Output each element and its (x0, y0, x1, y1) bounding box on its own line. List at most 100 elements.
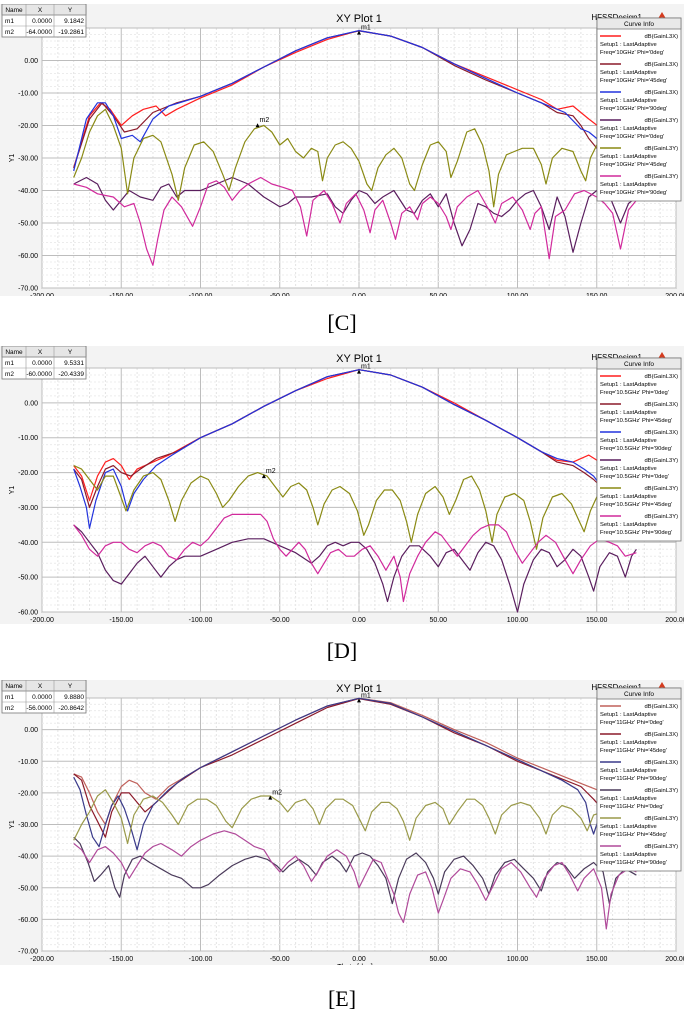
legend-label: Setup1 : LastAdaptive (600, 382, 657, 388)
x-tick-label: 0.00 (352, 617, 366, 624)
marker-table: Name X Ym1 0.0000 9.1842 m2 -64.0000 -19.2861 (1, 4, 87, 38)
series-line-4 (73, 108, 614, 208)
legend-label: Setup1 : LastAdaptive (600, 42, 657, 48)
y-tick-label: -70.00 (18, 286, 38, 293)
y-tick-label: -60.00 (18, 917, 38, 924)
marker-table-cell: -20.4339 (58, 371, 84, 378)
y-tick-label: -50.00 (18, 885, 38, 892)
marker-table-cell: m1 (5, 360, 14, 367)
marker-table-header: Y (68, 349, 73, 356)
legend-label: dB(GainL3Y) (644, 146, 678, 152)
legend-label: Freq='10.5GHz' Phi='90deg' (600, 530, 672, 536)
series-line-4 (73, 789, 614, 845)
legend-label: dB(GainL3X) (644, 704, 678, 710)
grid (41, 367, 677, 613)
marker-table-header: X (38, 7, 43, 14)
series-line-1 (73, 698, 637, 838)
y-tick-label: 0.00 (24, 727, 38, 734)
x-tick-label: -200.00 (30, 293, 54, 296)
y-tick-label: -60.00 (18, 610, 38, 617)
marker-table-cell: 9.8880 (64, 694, 84, 701)
marker-table-cell: m2 (5, 29, 14, 36)
legend-label: dB(GainL3X) (644, 34, 678, 40)
x-tick-label: -50.00 (270, 956, 290, 963)
marker-point (255, 123, 260, 128)
y-tick-label: -30.00 (18, 505, 38, 512)
x-tick-label: 150.00 (586, 293, 608, 296)
legend-label: Setup1 : LastAdaptive (600, 852, 657, 858)
x-tick-label: 100.00 (507, 617, 529, 624)
x-tick-label: 50.00 (429, 956, 447, 963)
y-axis-label: Y1 (9, 154, 16, 163)
legend-label: Setup1 : LastAdaptive (600, 126, 657, 132)
marker-point (357, 369, 361, 374)
panel-caption: [E] (327, 986, 357, 1011)
marker-table-cell: -20.8642 (58, 705, 84, 712)
marker-label: m2 (260, 117, 270, 124)
marker-table-cell: m1 (5, 18, 14, 25)
legend-title: Curve Info (624, 361, 654, 368)
legend-label: dB(GainL3Y) (644, 816, 678, 822)
grid (41, 697, 677, 952)
y-tick-label: -10.00 (18, 91, 38, 98)
legend-label: Freq='11GHz' Phi='90deg' (600, 776, 667, 782)
grid (41, 27, 677, 289)
y-tick-label: -60.00 (18, 253, 38, 260)
legend-label: Freq='11GHz' Phi='90deg' (600, 860, 667, 866)
legend-label: Freq='10GHz' Phi='90deg' (600, 190, 667, 196)
legend-label: dB(GainL3X) (644, 430, 678, 436)
design-name: HFSSDesign1 (591, 683, 642, 692)
legend-title: Curve Info (624, 21, 654, 28)
x-tick-label: -200.00 (30, 617, 54, 624)
marker-table-cell: -56.0000 (26, 705, 52, 712)
legend-label: Freq='10GHz' Phi='45deg' (600, 78, 667, 84)
y-tick-label: -40.00 (18, 854, 38, 861)
marker-table-header: Name (5, 683, 23, 690)
x-tick-label: -100.00 (189, 293, 213, 296)
legend-label: Freq='11GHz' Phi='45deg' (600, 832, 667, 838)
x-tick-label: 100.00 (507, 293, 529, 296)
legend-label: Freq='10.5GHz' Phi='90deg' (600, 446, 672, 452)
x-tick-label: -200.00 (30, 956, 54, 963)
series-lines (73, 30, 637, 266)
marker-point (261, 474, 266, 479)
x-tick-label: 150.00 (586, 956, 608, 963)
legend: Curve Info dB(GainL3X) Setup1 : LastAdapti… (596, 357, 682, 542)
y-tick-label: -20.00 (18, 123, 38, 130)
marker-table-cell: 0.0000 (32, 694, 52, 701)
marker-table-header: X (38, 683, 43, 690)
y-axis-label: Y1 (9, 486, 16, 495)
marker-table-header: Name (5, 349, 23, 356)
marker-label: m1 (361, 364, 371, 371)
legend-label: dB(GainL3Y) (644, 118, 678, 124)
legend-label: dB(GainL3Y) (644, 844, 678, 850)
legend-label: Freq='10GHz' Phi='0deg' (600, 50, 664, 56)
legend-label: dB(GainL3Y) (644, 458, 678, 464)
legend-label: dB(GainL3X) (644, 374, 678, 380)
legend-label: dB(GainL3X) (644, 90, 678, 96)
y-axis-label: Y1 (9, 820, 16, 829)
legend-label: dB(GainL3X) (644, 760, 678, 766)
chart-title: XY Plot 1 (336, 353, 382, 365)
x-tick-label: -100.00 (189, 956, 213, 963)
x-tick-label: 0.00 (352, 956, 366, 963)
marker-table: Name X Ym1 0.0000 9.5331 m2 -60.0000 -20.4339 (1, 346, 87, 380)
x-tick-label: 200.00 (665, 617, 684, 624)
series-line-4 (73, 465, 617, 550)
marker-table-cell: -64.0000 (26, 29, 52, 36)
y-tick-label: -30.00 (18, 156, 38, 163)
marker-table-cell: 9.5331 (64, 360, 84, 367)
series-line-5 (73, 513, 637, 603)
legend-title: Curve Info (624, 691, 654, 698)
legend-label: Freq='10.5GHz' Phi='0deg' (600, 474, 669, 480)
legend: Curve Info dB(GainL3X) Setup1 : LastAdapti… (596, 687, 682, 872)
series-line-2 (73, 697, 632, 851)
legend-label: dB(GainL3X) (644, 732, 678, 738)
marker-table-header: Y (68, 683, 73, 690)
marker-table-header: Y (68, 7, 73, 14)
series-lines (73, 369, 637, 613)
legend-label: Freq='11GHz' Phi='0deg' (600, 804, 664, 810)
legend-label: Freq='10.5GHz' Phi='0deg' (600, 390, 669, 396)
marker-label: m1 (361, 692, 371, 699)
x-tick-label: -150.00 (109, 956, 133, 963)
